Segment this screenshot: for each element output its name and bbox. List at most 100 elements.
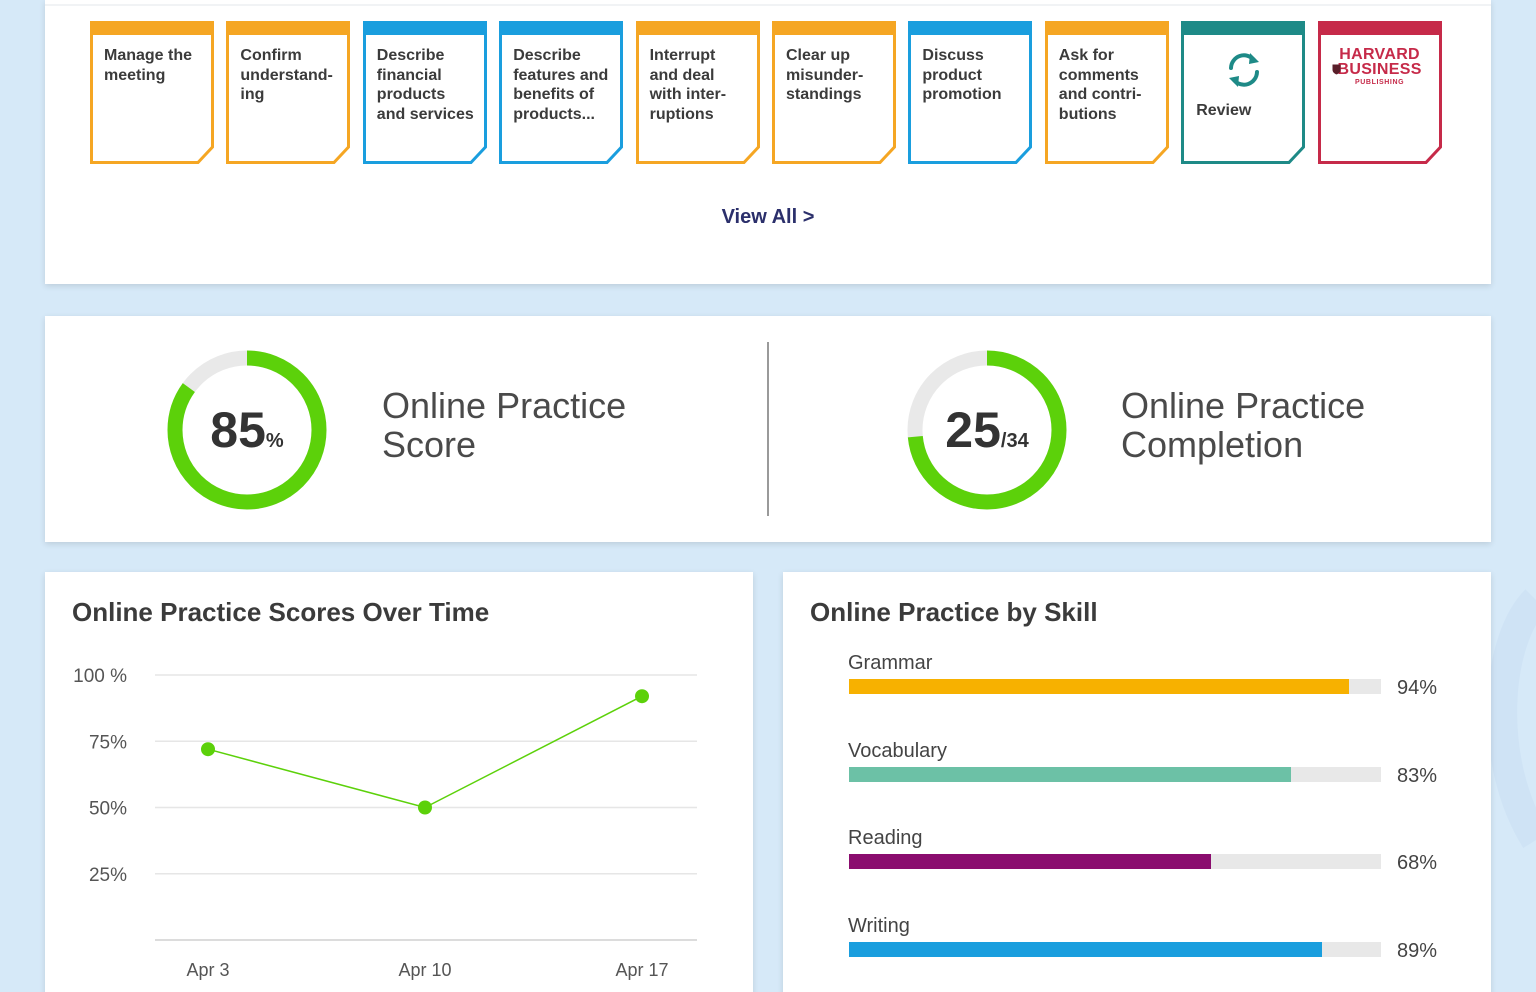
practice-by-skill-panel: Online Practice by Skill Grammar 94% Vocab… bbox=[783, 572, 1491, 992]
skill-bar-track bbox=[849, 854, 1381, 869]
skill-percent: 94% bbox=[1397, 677, 1438, 699]
practice-by-skill-title: Online Practice by Skill bbox=[810, 597, 1098, 627]
card-border bbox=[1044, 33, 1169, 164]
x-tick-label: Apr 17 bbox=[615, 960, 668, 980]
completion-value: 25/34 bbox=[945, 402, 1029, 458]
score-ring: 85% bbox=[163, 346, 331, 514]
y-tick-label: 50% bbox=[89, 799, 127, 820]
card-border bbox=[772, 33, 896, 164]
card-color-strip bbox=[362, 21, 487, 35]
lesson-card-label-line: and deal bbox=[649, 66, 715, 84]
card-color-strip bbox=[1181, 21, 1306, 35]
data-point bbox=[635, 689, 649, 704]
score-ring-graphic bbox=[167, 350, 327, 510]
card-color-strip bbox=[635, 21, 760, 35]
skill-bar-fill bbox=[849, 679, 1350, 694]
lesson-card[interactable]: Ask for comments and contri-butions bbox=[1044, 21, 1169, 164]
lessons-panel: Manage the meeting Confirm understand-ing De… bbox=[45, 0, 1491, 284]
lesson-card[interactable]: Manage the meeting bbox=[90, 21, 214, 164]
lesson-card[interactable]: Describe features and benefits of products.… bbox=[499, 21, 624, 164]
lesson-card-label-line: Discuss bbox=[922, 47, 984, 64]
card-border bbox=[499, 33, 624, 164]
lesson-card-label: Manage the meeting bbox=[104, 46, 204, 85]
x-tick-label: Apr 10 bbox=[398, 960, 451, 980]
lesson-card-label-line: financial bbox=[376, 66, 442, 84]
review-card[interactable]: Review bbox=[1181, 21, 1306, 164]
card-color-strip bbox=[908, 21, 1033, 35]
skill-bar-track bbox=[849, 766, 1381, 782]
lesson-card-label-line: features and bbox=[513, 66, 609, 84]
skill-bar-fill bbox=[849, 941, 1323, 957]
lesson-card-label-line: comments bbox=[1058, 66, 1139, 84]
lesson-card-label-line: with inter- bbox=[649, 86, 727, 104]
lesson-card-label-line: Interrupt bbox=[649, 47, 716, 64]
lesson-card-label-line: understand- bbox=[240, 66, 333, 84]
card-frame bbox=[635, 21, 760, 164]
lesson-card-label-line: standings bbox=[786, 86, 862, 104]
lesson-card-label-line: products... bbox=[513, 105, 595, 123]
card-border bbox=[90, 33, 214, 164]
lesson-card-label: Describe features and benefits of products.… bbox=[513, 46, 613, 124]
progress-summary-panel: 85% Online Practice Score 25/34 Online P… bbox=[45, 316, 1491, 542]
card-border bbox=[1317, 33, 1442, 164]
scores-over-time-panel: 25% 50% 75% 100 % Apr 3 Apr 10 Apr 17 Online P… bbox=[45, 572, 753, 992]
harvard-shield-icon bbox=[1332, 64, 1341, 75]
lesson-card-label: Describe financial products and services bbox=[377, 46, 477, 124]
skill-name: Writing bbox=[848, 914, 910, 937]
card-border bbox=[362, 33, 487, 164]
skill-name: Reading bbox=[848, 827, 923, 849]
lesson-card-label-line: benefits of bbox=[513, 86, 595, 104]
lesson-card-label-line: product bbox=[922, 66, 982, 84]
x-tick-label: Apr 3 bbox=[186, 960, 229, 980]
background-decoration bbox=[1487, 589, 1536, 848]
card-frame bbox=[1044, 21, 1169, 164]
refresh-icon bbox=[1229, 53, 1260, 87]
skill-percent: 89% bbox=[1397, 939, 1438, 962]
harvard-logo-text: BUSINESS bbox=[1337, 61, 1422, 78]
lesson-card-label-line: Confirm bbox=[240, 47, 302, 64]
lesson-card-label-line: Ask for bbox=[1058, 47, 1114, 64]
card-border bbox=[226, 33, 351, 164]
lesson-card-label-line: Clear up bbox=[786, 47, 851, 64]
lesson-card[interactable]: Confirm understand-ing bbox=[226, 21, 351, 164]
data-point bbox=[418, 800, 432, 815]
harvard-logo-text: PUBLISHING bbox=[1355, 79, 1405, 86]
lesson-card-label-line: promotion bbox=[922, 86, 1002, 104]
lesson-card[interactable]: Interrupt and deal with inter-ruptions bbox=[635, 21, 760, 164]
lesson-card-label-line: ing bbox=[240, 86, 265, 104]
lesson-card-label-line: and services bbox=[376, 105, 474, 123]
view-all-link[interactable]: View All > bbox=[721, 206, 815, 228]
card-frame bbox=[90, 21, 214, 164]
card-frame bbox=[499, 21, 624, 164]
skill-bar-track bbox=[849, 941, 1381, 957]
harvard-business-card[interactable]: HARVARD BUSINESS PUBLISHING bbox=[1317, 21, 1442, 164]
scores-over-time-title: Online Practice Scores Over Time bbox=[72, 597, 490, 627]
score-value: 85% bbox=[210, 402, 284, 458]
review-label: Review bbox=[1196, 102, 1252, 119]
card-frame bbox=[908, 21, 1033, 164]
skill-bar-fill bbox=[849, 766, 1291, 782]
card-color-strip bbox=[772, 21, 896, 35]
completion-title: Online Practice Completion bbox=[1121, 385, 1366, 465]
lesson-card[interactable]: Describe financial products and services bbox=[362, 21, 487, 164]
lesson-card[interactable]: Clear up misunder-standings bbox=[772, 21, 896, 164]
lesson-card-label-line: ruptions bbox=[649, 105, 714, 123]
divider bbox=[767, 342, 769, 516]
skill-row: Grammar 94% bbox=[848, 652, 1448, 722]
skill-row: Vocabulary 83% bbox=[848, 740, 1448, 810]
skill-row: Writing 89% bbox=[848, 915, 1448, 985]
y-tick-label: 25% bbox=[89, 865, 127, 886]
skill-bar-fill bbox=[849, 854, 1211, 869]
harvard-logo-text: HARVARD bbox=[1339, 46, 1420, 63]
skill-name: Vocabulary bbox=[848, 739, 947, 762]
card-border bbox=[908, 33, 1033, 164]
card-color-strip bbox=[1317, 21, 1442, 35]
lesson-card[interactable]: Discuss product promotion bbox=[908, 21, 1033, 164]
lesson-card-label-line: Manage the bbox=[104, 47, 193, 64]
skill-row: Reading 68% bbox=[848, 827, 1448, 897]
lesson-card-label-line: misunder- bbox=[786, 66, 864, 84]
card-color-strip bbox=[499, 21, 624, 35]
completion-ring: 25/34 bbox=[903, 346, 1071, 514]
card-border bbox=[635, 33, 760, 164]
card-frame bbox=[362, 21, 487, 164]
